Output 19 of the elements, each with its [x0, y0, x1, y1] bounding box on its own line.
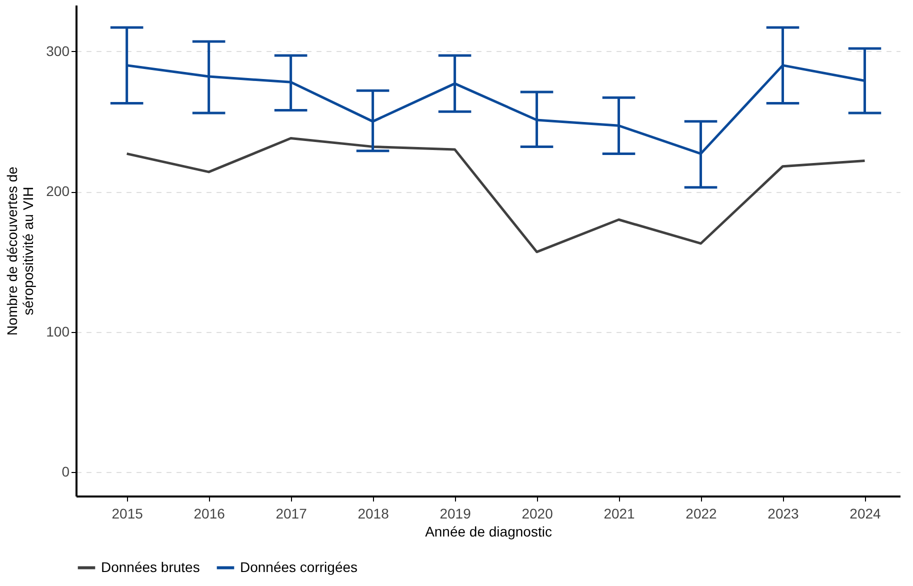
x-tick-label: 2021	[604, 506, 636, 522]
x-tick-label: 2019	[440, 506, 472, 522]
x-axis-title: Année de diagnostic	[425, 524, 552, 540]
x-tick-label: 2023	[768, 506, 800, 522]
x-tick-label: 2018	[358, 506, 390, 522]
y-tick-label: 0	[62, 464, 70, 480]
y-tick-label: 300	[46, 42, 70, 59]
y-tick-label: 100	[46, 323, 70, 340]
x-tick-label: 2015	[112, 506, 144, 522]
x-tick-label: 2016	[194, 506, 226, 522]
y-axis-title: Nombre de découvertes de séropositivité au VIH	[4, 166, 36, 336]
x-tick-label: 2022	[686, 506, 718, 522]
x-tick-label: 2017	[276, 506, 308, 522]
legend-label: Données brutes	[101, 558, 200, 575]
x-tick-label: 2020	[522, 506, 554, 522]
legend-label: Données corrigées	[240, 558, 358, 575]
line-series	[126, 137, 866, 254]
y-tick-label: 200	[46, 183, 70, 200]
x-tick-label: 2024	[850, 506, 882, 522]
